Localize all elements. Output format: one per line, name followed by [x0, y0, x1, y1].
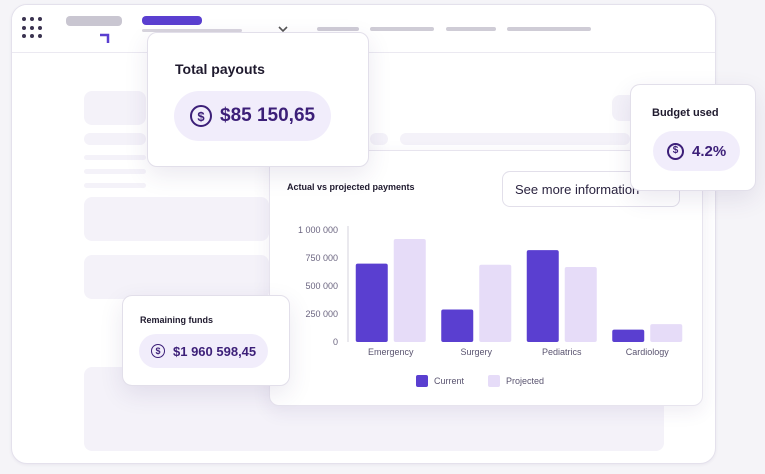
bar-projected-emergency: [393, 238, 426, 342]
x-tick-label: Cardiology: [626, 347, 670, 357]
total-payouts-label: Total payouts: [175, 61, 265, 77]
skeleton-line: [84, 133, 146, 145]
bar-projected-pediatrics: [564, 266, 597, 342]
skeleton-line: [84, 169, 146, 174]
nav-link-placeholder[interactable]: [507, 27, 591, 31]
skeleton-block: [84, 197, 269, 241]
skeleton-block: [84, 255, 269, 299]
remaining-funds-value: $1 960 598,45: [173, 343, 257, 359]
x-tick-label: Pediatrics: [542, 347, 582, 357]
budget-used-value: 4.2%: [692, 142, 727, 160]
chart-title: Actual vs projected payments: [287, 182, 415, 192]
bar-current-surgery: [441, 309, 474, 342]
skeleton-line: [84, 183, 146, 188]
y-tick-label: 750 000: [305, 253, 338, 263]
bar-current-cardiology: [612, 329, 645, 342]
y-tick-label: 250 000: [305, 309, 338, 319]
remaining-funds-value-pill: $ $1 960 598,45: [139, 334, 269, 368]
skeleton-line: [84, 155, 146, 160]
chevron-down-icon[interactable]: [278, 25, 288, 33]
legend-current: Current: [416, 375, 464, 387]
bar-projected-cardiology: [650, 324, 683, 342]
total-payouts-value-pill: $ $85 150,65: [174, 91, 332, 141]
total-payouts-card: Total payouts $ $85 150,65: [147, 32, 369, 167]
budget-used-label: Budget used: [652, 107, 719, 119]
bar-current-pediatrics: [526, 250, 559, 342]
legend-swatch-current: [416, 375, 428, 387]
bar-current-emergency: [355, 263, 388, 342]
skeleton-line: [400, 133, 630, 145]
y-tick-label: 1 000 000: [298, 225, 338, 235]
remaining-funds-label: Remaining funds: [140, 315, 214, 325]
x-tick-label: Emergency: [368, 347, 414, 357]
skeleton-line: [370, 133, 388, 145]
budget-used-card: Budget used $ 4.2%: [630, 84, 756, 191]
payments-chart-card: Actual vs projected payments See more in…: [269, 150, 703, 406]
dollar-circle-icon: $: [190, 105, 212, 127]
x-tick-label: Surgery: [460, 347, 492, 357]
nav-subtab-placeholder: [142, 29, 242, 32]
legend-label-current: Current: [434, 376, 465, 386]
active-tab-indicator-icon: [100, 33, 110, 43]
y-tick-label: 500 000: [305, 281, 338, 291]
legend-swatch-projected: [488, 375, 500, 387]
dollar-circle-icon: $: [151, 344, 165, 358]
remaining-funds-card: Remaining funds $ $1 960 598,45: [122, 295, 290, 386]
nav-link-placeholder[interactable]: [446, 27, 496, 31]
legend-label-projected: Projected: [506, 376, 545, 386]
nav-tab-active-placeholder[interactable]: [142, 16, 202, 25]
skeleton-block: [84, 91, 146, 125]
y-tick-label: 0: [333, 337, 338, 347]
dollar-circle-icon: $: [667, 142, 684, 160]
legend-projected: Projected: [488, 375, 544, 387]
grid-dots-icon[interactable]: [22, 17, 44, 39]
nav-tab-placeholder[interactable]: [66, 16, 122, 26]
budget-used-value-pill: $ 4.2%: [653, 131, 741, 171]
nav-link-placeholder[interactable]: [370, 27, 434, 31]
total-payouts-value: $85 150,65: [220, 105, 316, 126]
bar-chart: 0 250 000 500 000 750 000 1 000 000 Emergency…: [298, 225, 683, 357]
nav-link-placeholder[interactable]: [317, 27, 359, 31]
bar-projected-surgery: [479, 264, 512, 342]
